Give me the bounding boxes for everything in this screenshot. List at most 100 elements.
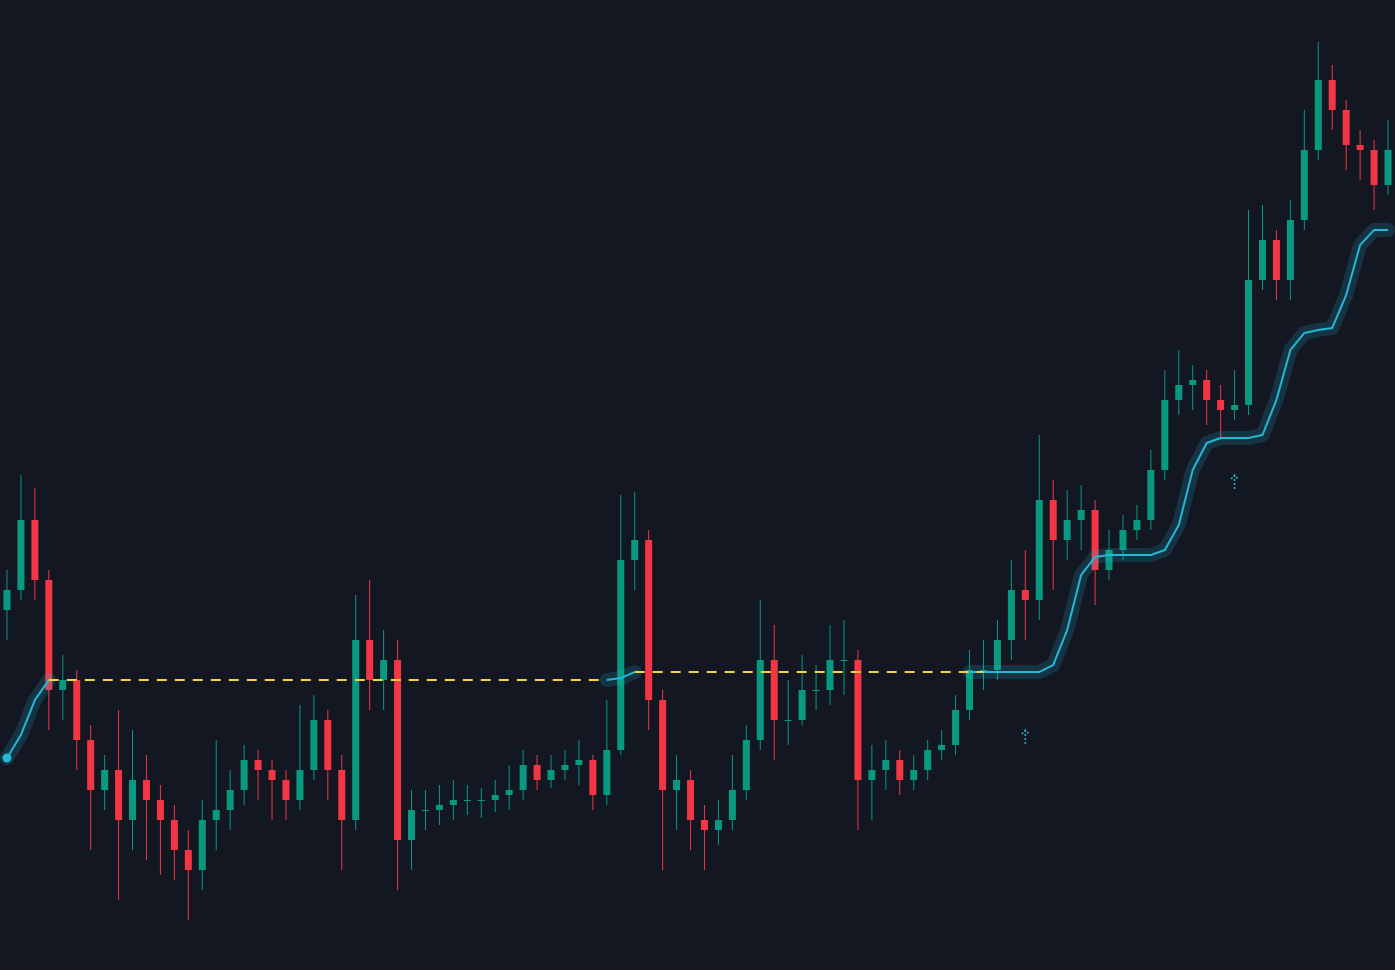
- candle-body: [728, 790, 736, 820]
- candle-body: [477, 800, 485, 801]
- candle-body: [17, 520, 25, 590]
- candle-body: [896, 760, 904, 780]
- candle-body: [770, 660, 778, 720]
- candle-body: [631, 540, 639, 560]
- candle-body: [1314, 80, 1322, 150]
- candle-body: [142, 780, 150, 800]
- candle-body: [394, 660, 402, 840]
- candle-body: [1231, 405, 1239, 410]
- candle-body: [1175, 385, 1183, 400]
- candle-body: [979, 670, 987, 671]
- candle-body: [882, 760, 890, 770]
- candle-body: [310, 720, 318, 770]
- candle-body: [129, 780, 137, 820]
- candle-body: [617, 560, 625, 750]
- candle-body: [1272, 240, 1280, 280]
- candle-body: [589, 760, 597, 795]
- candle-body: [366, 640, 374, 680]
- candle-body: [101, 770, 109, 790]
- candle-body: [115, 770, 123, 820]
- candle-body: [463, 800, 471, 801]
- candle-body: [1063, 520, 1071, 540]
- candle-body: [700, 820, 708, 830]
- candle-body: [1203, 380, 1211, 400]
- candle-body: [1245, 280, 1253, 405]
- candle-body: [561, 765, 569, 770]
- candle-body: [756, 660, 764, 740]
- candle-body: [798, 690, 806, 720]
- signal-arrow: [1021, 728, 1030, 746]
- candle-body: [1049, 500, 1057, 540]
- candle-body: [1105, 550, 1113, 570]
- candle-body: [742, 740, 750, 790]
- candle-body: [854, 660, 862, 780]
- candle-body: [1091, 510, 1099, 570]
- candle-body: [1021, 590, 1029, 600]
- candle-body: [1189, 380, 1197, 385]
- candle-body: [1258, 240, 1266, 280]
- candle-body: [659, 700, 667, 790]
- candle-body: [352, 640, 360, 820]
- candle-body: [240, 760, 248, 790]
- candle-body: [1133, 520, 1141, 530]
- candle-body: [421, 810, 429, 811]
- candle-body: [282, 780, 290, 800]
- candle-body: [519, 765, 527, 790]
- candle-body: [966, 670, 974, 710]
- candle-body: [59, 680, 67, 690]
- candle-body: [491, 795, 499, 800]
- candle-body: [924, 750, 932, 770]
- candle-body: [380, 660, 388, 680]
- candle-body: [31, 520, 39, 580]
- candle-body: [435, 805, 443, 810]
- candle-body: [1370, 150, 1378, 185]
- candle-body: [170, 820, 178, 850]
- candle-body: [45, 580, 53, 690]
- candle-body: [1328, 80, 1336, 110]
- dashed-level: [48, 671, 984, 681]
- candle-body: [603, 750, 611, 795]
- candle-body: [1300, 150, 1308, 220]
- candle-body: [1217, 400, 1225, 410]
- candle-body: [784, 720, 792, 721]
- candle-body: [449, 800, 457, 805]
- candle-body: [212, 810, 220, 820]
- candle-body: [993, 640, 1001, 670]
- candle-body: [324, 720, 332, 770]
- candle-body: [184, 850, 192, 870]
- candle-body: [952, 710, 960, 745]
- candle-body: [938, 745, 946, 750]
- candle-body: [1161, 400, 1169, 470]
- candle-body: [910, 770, 918, 780]
- candle-body: [826, 660, 834, 690]
- candle-body: [1007, 590, 1015, 640]
- candle-body: [645, 540, 653, 700]
- candle-body: [868, 770, 876, 780]
- candle-body: [254, 760, 262, 770]
- candle-body: [408, 810, 416, 840]
- candle-body: [226, 790, 234, 810]
- candle-body: [575, 760, 583, 765]
- trail-line: [6, 229, 1388, 759]
- candle-body: [687, 780, 695, 820]
- candle-body: [1342, 110, 1350, 145]
- candle-body: [198, 820, 206, 870]
- candle-body: [547, 770, 555, 780]
- candle-body: [338, 770, 346, 820]
- candle-body: [1286, 220, 1294, 280]
- candle-body: [3, 590, 11, 610]
- candle-body: [1356, 145, 1364, 150]
- candle-body: [812, 690, 820, 691]
- candle-body: [1147, 470, 1155, 520]
- candle-body: [673, 780, 681, 790]
- candle-body: [87, 740, 95, 790]
- candle-body: [533, 765, 541, 780]
- candle-body: [268, 770, 276, 780]
- candle-body: [714, 820, 722, 830]
- candle-body: [840, 660, 848, 661]
- candle-body: [1119, 530, 1127, 550]
- candle-body: [1077, 510, 1085, 520]
- candle-body: [1384, 150, 1392, 185]
